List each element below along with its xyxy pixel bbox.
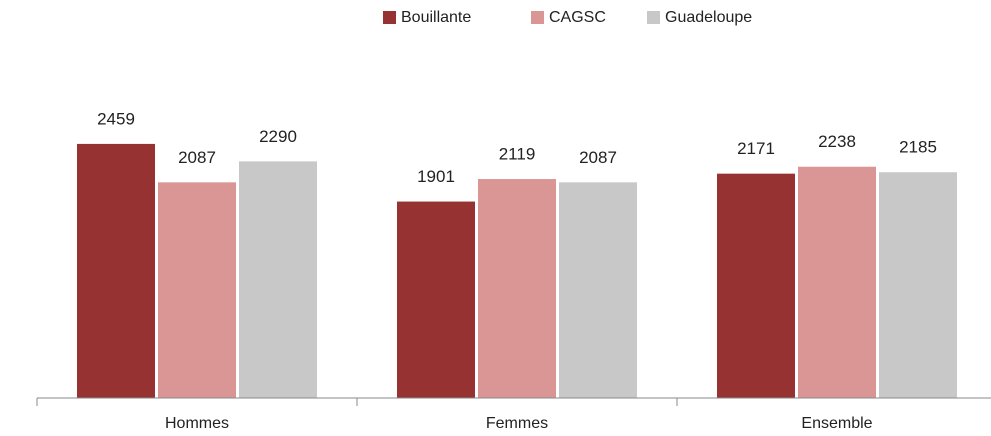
x-tick-label: Hommes — [165, 415, 229, 432]
bar — [397, 201, 475, 398]
value-label: 2087 — [178, 148, 216, 167]
bar — [879, 172, 957, 398]
value-label: 2238 — [818, 132, 856, 151]
legend-label: Bouillante — [401, 9, 471, 26]
bar — [158, 182, 236, 398]
value-label: 2185 — [899, 138, 937, 157]
bar — [559, 182, 637, 398]
x-tick-label: Femmes — [486, 415, 548, 432]
value-label: 2290 — [259, 127, 297, 146]
value-label: 2119 — [499, 145, 536, 164]
legend-swatch — [531, 11, 544, 24]
bar — [478, 179, 556, 398]
legend-label: CAGSC — [549, 9, 606, 26]
legend-swatch — [383, 11, 396, 24]
legend-label: Guadeloupe — [665, 9, 752, 26]
value-label: 2459 — [97, 109, 135, 128]
bar — [77, 143, 155, 398]
bar — [798, 166, 876, 398]
x-tick-label: Ensemble — [801, 415, 872, 432]
bar — [239, 161, 317, 398]
value-label: 2171 — [737, 139, 775, 158]
bar — [717, 173, 795, 398]
value-label: 1901 — [417, 167, 455, 186]
legend-swatch — [647, 11, 660, 24]
value-label: 2087 — [579, 148, 617, 167]
